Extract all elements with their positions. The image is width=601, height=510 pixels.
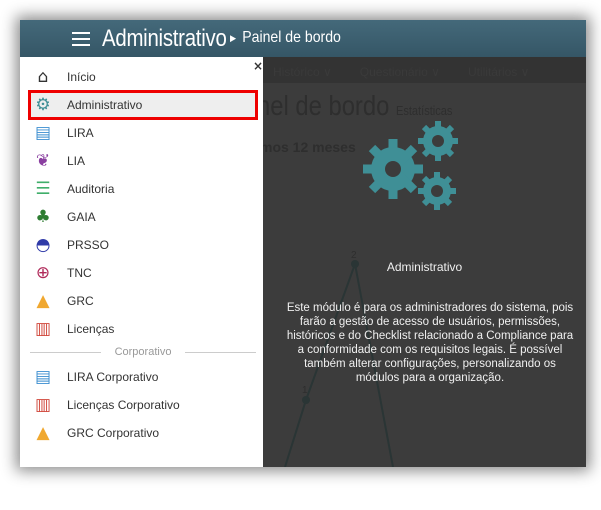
warning-icon: ▲: [36, 291, 50, 311]
background-page-title: nel de bordo Estatísticas: [257, 90, 453, 121]
menu-item-label: Início: [67, 70, 96, 84]
menu-item-licencas-corporativo[interactable]: ▥ Licenças Corporativo: [30, 392, 256, 418]
app-title: Administrativo: [102, 24, 227, 52]
pdca-icon: ⊕: [35, 263, 51, 283]
tooltip-title: Administrativo: [386, 260, 463, 274]
hamburger-menu-icon[interactable]: [72, 31, 90, 46]
helmet-icon: ◓: [35, 235, 51, 255]
background-section-title: mos 12 meses: [260, 139, 356, 155]
menu-item-prsso[interactable]: ◓ PRSSO: [30, 232, 256, 258]
app-window: Histórico ∨ Questionário ∨ Utilitários ∨…: [20, 20, 586, 467]
chart-label: 2: [351, 250, 357, 261]
brain-icon: ❦: [35, 151, 51, 171]
menu-item-label: Administrativo: [67, 98, 143, 112]
menu-item-lira[interactable]: ▤ LIRA: [30, 120, 256, 146]
menu-item-lia[interactable]: ❦ LIA: [30, 148, 256, 174]
background-chart: 2 1: [284, 250, 394, 467]
menu-item-label: GRC Corporativo: [67, 426, 160, 440]
menu-item-label: LIRA Corporativo: [67, 370, 159, 384]
home-icon: ⌂: [37, 67, 49, 87]
header-bar: Administrativo ▶ Painel de bordo: [20, 20, 586, 57]
menu-item-inicio[interactable]: ⌂ Início: [30, 64, 256, 90]
checklist-icon: ☰: [35, 179, 51, 199]
menu-item-grc[interactable]: ▲ GRC: [30, 288, 256, 314]
chart-point: [302, 396, 310, 404]
caret-right-icon: ▶: [230, 32, 237, 43]
chart-label: 1: [302, 385, 308, 396]
module-menu: × ⌂ Início ⚙ Administrativo ▤ LIRA ❦ LIA ☰ Au…: [20, 57, 263, 467]
document-hands-icon: ▤: [34, 123, 52, 143]
menu-item-label: LIRA: [67, 126, 94, 140]
menu-item-gaia[interactable]: ♣ GAIA: [30, 204, 256, 230]
nav-questionario: Questionário ∨: [359, 65, 440, 79]
section-divider: Corporativo: [30, 346, 257, 358]
background-nav: Histórico ∨ Questionário ∨ Utilitários ∨: [263, 57, 586, 83]
close-icon[interactable]: ×: [252, 59, 263, 73]
nav-utilitarios: Utilitários ∨: [467, 65, 530, 79]
module-tooltip: Administrativo Este módulo é para os adm…: [263, 57, 586, 467]
menu-item-label: TNC: [67, 266, 92, 280]
tooltip-description: Este módulo é para os administradores do…: [286, 302, 574, 384]
menu-item-lira-corporativo[interactable]: ▤ LIRA Corporativo: [30, 364, 256, 390]
menu-item-label: Licenças: [67, 322, 115, 336]
menu-item-label: LIA: [67, 154, 86, 168]
nav-historico: Histórico ∨: [273, 65, 332, 79]
document-hands-icon: ▤: [34, 367, 52, 387]
menu-item-auditoria[interactable]: ☰ Auditoria: [30, 176, 256, 202]
chart-point: [351, 260, 359, 268]
menu-item-administrativo[interactable]: ⚙ Administrativo: [28, 90, 258, 120]
background-page-subtitle: Estatísticas: [395, 103, 453, 118]
menu-item-licencas[interactable]: ▥ Licenças: [30, 316, 256, 342]
certificate-icon: ▥: [34, 319, 52, 339]
menu-item-grc-corporativo[interactable]: ▲ GRC Corporativo: [30, 420, 256, 446]
menu-item-label: GRC: [67, 294, 94, 308]
warning-icon: ▲: [36, 423, 50, 443]
section-label: Corporativo: [114, 346, 172, 358]
gears-icon: [363, 121, 458, 210]
menu-item-label: Licenças Corporativo: [67, 398, 180, 412]
breadcrumb-current: Painel de bordo: [242, 29, 341, 46]
certificate-icon: ▥: [34, 395, 52, 415]
menu-item-tnc[interactable]: ⊕ TNC: [30, 260, 256, 286]
breadcrumb: ▶ Painel de bordo: [230, 29, 341, 47]
menu-item-label: PRSSO: [67, 238, 110, 252]
gears-icon: ⚙: [35, 95, 51, 115]
sprout-icon: ♣: [35, 207, 51, 227]
menu-item-label: Auditoria: [67, 182, 115, 196]
menu-item-label: GAIA: [67, 210, 96, 224]
